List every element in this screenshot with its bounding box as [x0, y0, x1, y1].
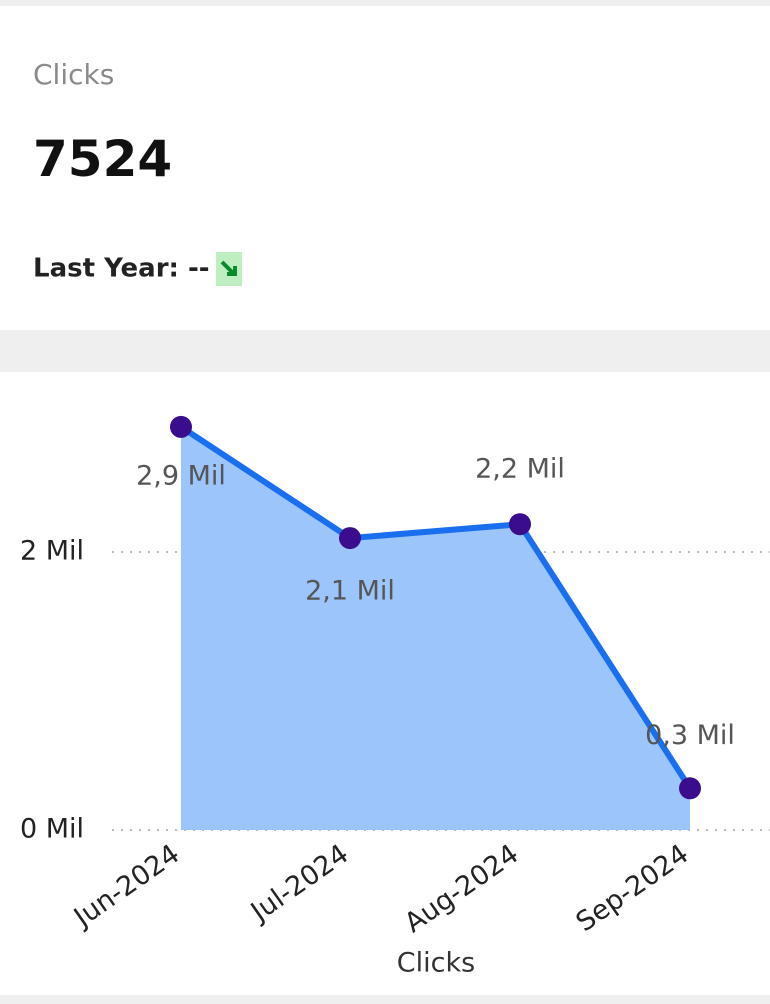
- data-label: 0,3 Mil: [645, 720, 735, 751]
- chart-card: Clicks 0 Mil 2 Mil 2,9 Mil 2,1 Mil 2,2 Mil 0,…: [0, 372, 770, 995]
- data-label: 2,2 Mil: [475, 454, 565, 485]
- marker: [339, 527, 361, 550]
- x-tick-label: Sep-2024: [571, 838, 695, 938]
- chart: Clicks 0 Mil 2 Mil 2,9 Mil 2,1 Mil 2,2 Mil 0,…: [20, 415, 770, 979]
- comparison-text: Last Year: --: [33, 253, 210, 284]
- marker: [170, 415, 192, 438]
- marker: [679, 777, 701, 800]
- marker: [509, 513, 531, 536]
- kpi-comparison: Last Year: --: [33, 252, 242, 286]
- x-axis-title: Clicks: [397, 948, 475, 979]
- x-tick-label: Jul-2024: [244, 838, 354, 928]
- x-tick-label: Aug-2024: [399, 838, 524, 939]
- y-tick-label: 0 Mil: [20, 814, 84, 845]
- trend-icon: [215, 252, 242, 286]
- kpi-label: Clicks: [33, 58, 115, 91]
- kpi-value: 7524: [33, 130, 173, 188]
- trend-arrow: [220, 260, 237, 276]
- area: [181, 426, 690, 830]
- data-label: 2,1 Mil: [305, 576, 395, 607]
- kpi-card: Clicks 7524 Last Year: --: [0, 6, 770, 330]
- data-label: 2,9 Mil: [136, 460, 226, 491]
- x-tick-label: Jun-2024: [67, 838, 185, 934]
- line: [179, 424, 693, 790]
- y-tick-label: 2 Mil: [20, 536, 84, 567]
